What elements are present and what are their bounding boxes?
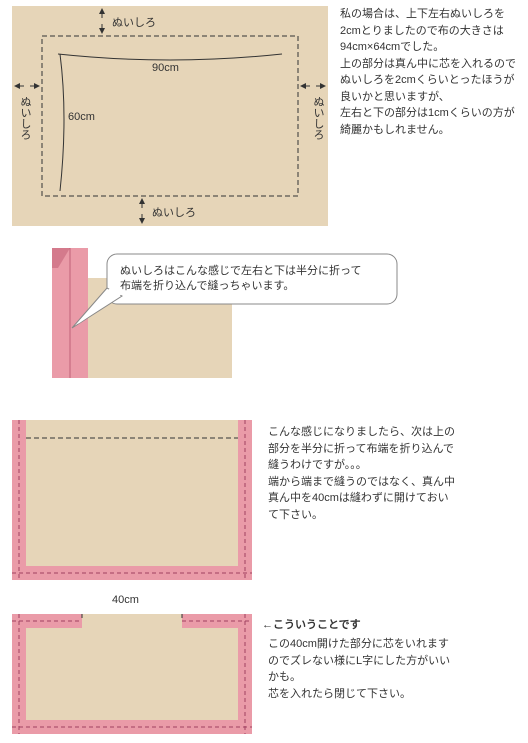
- diagram-3: [12, 420, 252, 580]
- diagram-3-svg: [12, 420, 252, 580]
- height-label: 60cm: [68, 111, 95, 123]
- text-block-3: こんな感じになりましたら、次は上の部分を半分に折って布端を折り込んで縫うわけです…: [268, 424, 518, 523]
- speech-text: ぬいしろはこんな感じで左右と下は半分に折って 布端を折り込んで縫っちゃいます。: [120, 264, 390, 295]
- width-label: 90cm: [152, 62, 179, 74]
- margin-bottom-label: ぬいしろ: [152, 204, 196, 220]
- diagram-1: 90cm 60cm ぬいしろ ぬいしろ ぬいしろ ぬいしろ: [12, 6, 328, 226]
- margin-left-label: ぬいしろ: [17, 96, 33, 140]
- diagram-2: ぬいしろはこんな感じで左右と下は半分に折って 布端を折り込んで縫っちゃいます。: [12, 248, 412, 378]
- diagram-1-svg: [12, 6, 328, 226]
- arrow-label: ←こういうことです: [262, 616, 361, 632]
- margin-right-label: ぬいしろ: [310, 96, 326, 140]
- diagram-4-svg: [12, 614, 252, 734]
- diagram-4: 40cm: [12, 614, 252, 734]
- text-block-1: 私の場合は、上下左右ぬいしろを2cmとりましたので布の大きさは94cm×64cm…: [340, 6, 520, 138]
- margin-top-label: ぬいしろ: [112, 14, 156, 30]
- gap-label: 40cm: [112, 594, 139, 606]
- text-block-4: この40cm開けた部分に芯をいれますのでズレない様にL字にした方がいいかも。芯を…: [268, 636, 518, 702]
